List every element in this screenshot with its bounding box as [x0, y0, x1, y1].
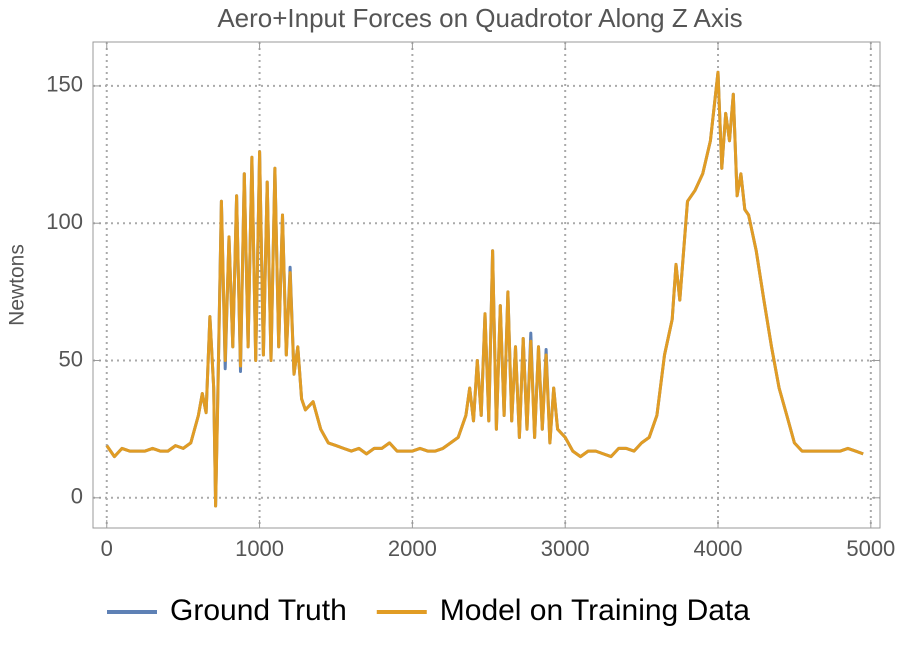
legend-label: Ground Truth — [170, 594, 347, 627]
y-tick-label: 150 — [46, 72, 83, 97]
x-tick-label: 5000 — [846, 536, 895, 561]
series-line — [105, 70, 864, 508]
x-tick-label: 0 — [101, 536, 113, 561]
x-tick-label: 3000 — [541, 536, 590, 561]
x-tick-label: 1000 — [235, 536, 284, 561]
legend-label: Model on Training Data — [440, 594, 750, 627]
y-axis-label: Newtons — [6, 244, 29, 326]
x-tick-label: 4000 — [694, 536, 743, 561]
y-tick-label: 100 — [46, 209, 83, 234]
plot-frame — [92, 41, 881, 529]
x-tick-label: 2000 — [388, 536, 437, 561]
y-tick-label: 50 — [59, 346, 83, 371]
y-tick-label: 0 — [71, 484, 83, 509]
chart-title: Aero+Input Forces on Quadrotor Along Z A… — [217, 3, 742, 33]
